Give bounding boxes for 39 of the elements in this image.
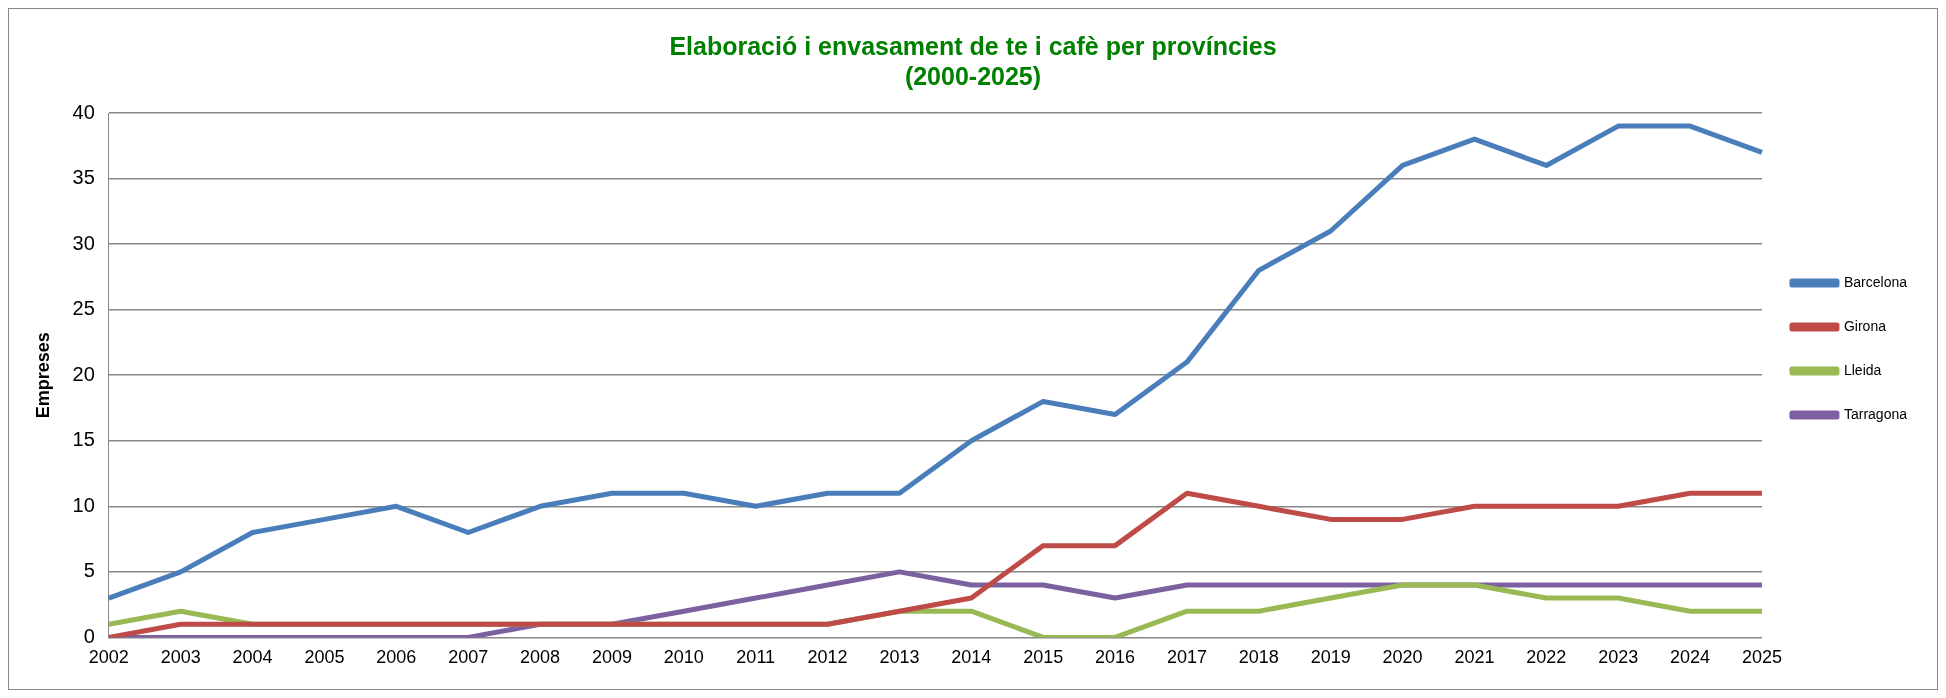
x-tick-label: 2022 [1526,647,1567,668]
y-tick-label: 15 [72,428,95,451]
legend-label: Lleida [1843,361,1882,378]
x-tick-label: 2024 [1670,647,1711,668]
y-tick-label: 5 [83,559,95,582]
x-tick-label: 2014 [951,647,992,668]
y-axis-title: Empreses [32,332,53,419]
y-tick-label: 35 [72,166,95,189]
x-tick-label: 2023 [1598,647,1639,668]
x-tick-label: 2019 [1310,647,1351,668]
x-tick-label: 2025 [1741,647,1782,668]
y-tick-label: 20 [72,362,95,385]
y-tick-label: 30 [72,231,95,254]
x-tick-label: 2012 [807,647,848,668]
x-tick-label: 2020 [1382,647,1423,668]
x-tick-label: 2013 [879,647,920,668]
chart-title: Elaboració i envasament de te i cafè per províncies (2000-2025) [669,31,1277,90]
legend-label: Tarragona [1843,405,1908,422]
x-tick-label: 2016 [1095,647,1136,668]
x-tick-label: 2007 [448,647,489,668]
x-tick-label: 2015 [1023,647,1064,668]
y-tick-label: 40 [72,100,95,123]
x-tick-label: 2021 [1454,647,1495,668]
x-tick-label: 2008 [520,647,561,668]
y-tick-label: 10 [72,493,95,516]
y-tick-label: 0 [83,624,95,647]
x-tick-label: 2004 [232,647,273,668]
x-tick-label: 2017 [1166,647,1207,668]
x-tick-label: 2003 [160,647,201,668]
x-tick-label: 2018 [1238,647,1279,668]
x-tick-label: 2006 [376,647,417,668]
x-tick-label: 2002 [88,647,129,668]
x-tick-label: 2011 [736,647,776,668]
x-tick-label: 2010 [663,647,704,668]
legend-label: Girona [1843,317,1887,334]
y-tick-label: 25 [72,297,95,320]
x-tick-label: 2009 [591,647,632,668]
x-tick-label: 2005 [304,647,345,668]
legend-label: Barcelona [1843,273,1908,290]
